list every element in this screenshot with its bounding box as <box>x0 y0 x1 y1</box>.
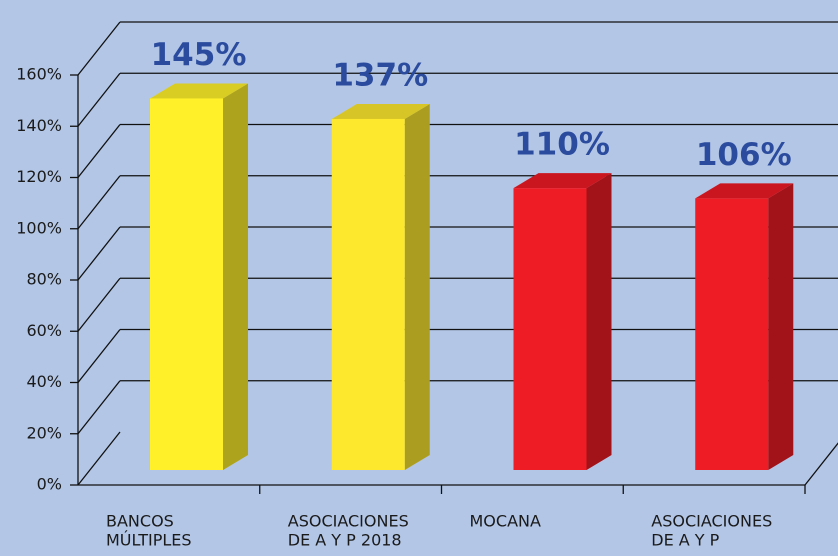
bar <box>513 188 587 470</box>
bar-top-shade <box>513 173 612 189</box>
y-tick-label: 120% <box>16 167 62 186</box>
grid-line <box>77 329 121 383</box>
bar <box>150 98 223 470</box>
floor <box>804 442 838 486</box>
x-tick-label: MOCANA <box>470 512 541 531</box>
bar-side-shade <box>768 183 794 470</box>
y-tick-label: 0% <box>37 475 62 494</box>
bar-side <box>223 83 248 470</box>
y-tick-label: 140% <box>16 116 62 135</box>
x-tick-label: DE A Y P <box>651 531 719 550</box>
x-tick-label: BANCOS <box>106 512 174 531</box>
grid-line <box>77 431 121 486</box>
bar-top-shade <box>331 103 430 119</box>
bar-side <box>586 173 612 470</box>
x-tick-label: ASOCIACIONES <box>651 512 772 531</box>
bar-side-shade <box>404 103 430 470</box>
y-tick-label: 80% <box>26 270 62 289</box>
bar-side <box>768 183 794 470</box>
bar-top <box>150 83 248 99</box>
grid-line <box>77 21 121 76</box>
bar-top <box>513 173 612 189</box>
value-label: 110% <box>514 127 610 163</box>
bar-top-shade <box>150 83 248 99</box>
bar-top <box>695 183 794 199</box>
y-tick-label: 40% <box>26 372 62 391</box>
bar-side-shade <box>223 83 248 470</box>
y-tick-label: 100% <box>16 218 62 237</box>
y-tick-label: 20% <box>26 423 62 442</box>
x-tick-label: DE A Y P 2018 <box>288 531 402 550</box>
bar-top-shade <box>695 183 794 199</box>
grid-line <box>77 175 121 230</box>
y-tick-label: 160% <box>16 65 62 84</box>
grid-line <box>77 380 121 435</box>
grid-line <box>77 226 121 281</box>
grid-line <box>77 72 121 127</box>
bar-side <box>404 103 430 470</box>
grid-line <box>77 277 121 332</box>
grid-line <box>77 124 121 178</box>
y-tick-label: 60% <box>26 321 62 340</box>
bar-top <box>331 103 430 119</box>
value-label: 145% <box>151 37 247 73</box>
bar <box>695 198 769 470</box>
bar <box>331 118 405 470</box>
x-tick-label: MÚLTIPLES <box>106 531 192 550</box>
x-tick-label: ASOCIACIONES <box>288 512 409 531</box>
value-label: 137% <box>332 57 428 93</box>
bar-side-shade <box>586 173 612 470</box>
value-label: 106% <box>696 137 792 173</box>
